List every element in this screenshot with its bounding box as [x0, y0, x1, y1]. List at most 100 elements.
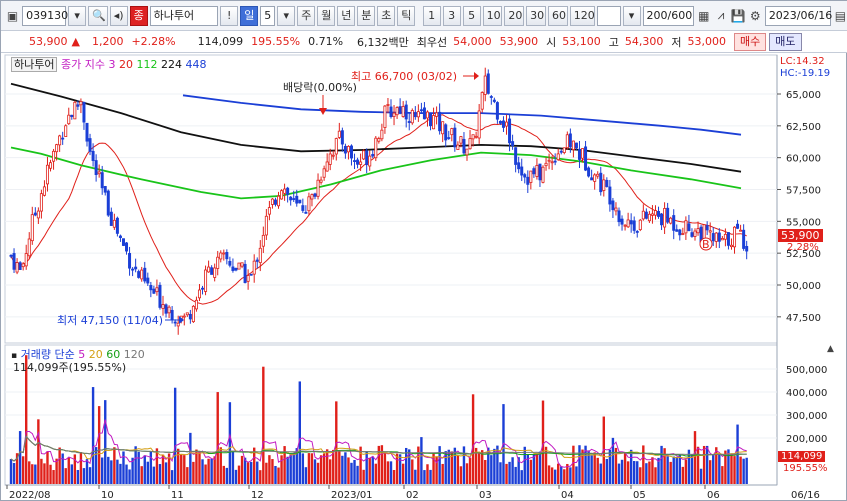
- date-input[interactable]: 2023/06/16: [764, 5, 832, 26]
- period-minute-button[interactable]: 분: [357, 5, 376, 26]
- turnover-rate: 0.71%: [308, 35, 344, 48]
- save-icon[interactable]: 💾: [730, 8, 746, 23]
- volume-bar: [742, 458, 745, 484]
- candle-body: [538, 163, 542, 181]
- candle-body: [374, 137, 378, 159]
- period-week-button[interactable]: 주: [297, 5, 316, 26]
- volume-bar: [256, 461, 259, 484]
- candle-body: [158, 284, 162, 308]
- x-tick-label: 2023/01: [331, 490, 373, 501]
- volume-bar: [633, 461, 636, 484]
- volume-bar: [49, 464, 52, 484]
- volume-collapse-icon[interactable]: ▪: [11, 351, 18, 361]
- sound-icon[interactable]: ◂): [109, 5, 128, 26]
- alert-button[interactable]: !: [220, 5, 239, 26]
- volume-bar: [441, 463, 444, 484]
- candle-body: [39, 193, 43, 212]
- stock-type-tag: 종: [129, 5, 148, 26]
- candle-body: [380, 129, 384, 140]
- period-day-button[interactable]: 일: [240, 5, 259, 26]
- volume-bar: [146, 461, 149, 484]
- buy-button[interactable]: 매수: [734, 32, 767, 51]
- candle-body: [197, 289, 201, 299]
- stock-code-input[interactable]: 039130: [22, 5, 68, 26]
- stock-name-field[interactable]: 하나투어: [149, 5, 219, 26]
- custom-period-input[interactable]: [597, 5, 621, 26]
- code-dropdown-button[interactable]: ▾: [68, 5, 87, 26]
- trade-amount: 6,132백만: [357, 35, 409, 49]
- candle-body: [471, 134, 475, 140]
- candle-body: [36, 210, 40, 219]
- volume-bar: [575, 466, 578, 484]
- ma-112-line: [10, 146, 742, 200]
- volume-bar: [651, 457, 654, 484]
- volume-bar: [231, 451, 235, 484]
- period-year-button[interactable]: 년: [337, 5, 356, 26]
- grid-settings-icon[interactable]: ▦: [698, 8, 710, 23]
- volume-bar: [243, 457, 247, 484]
- window-icon[interactable]: ▣: [6, 8, 19, 23]
- indicator-icon[interactable]: ⩘: [717, 8, 725, 22]
- volume-tick-label: 500,000: [786, 365, 827, 376]
- candle-body: [310, 194, 314, 200]
- period-dropdown-button[interactable]: ▾: [277, 5, 296, 26]
- candle-body: [653, 210, 657, 216]
- volume-bar: [192, 461, 195, 484]
- volume-bar: [234, 469, 238, 484]
- search-icon[interactable]: 🔍: [88, 5, 108, 26]
- quote-bar: 53,900 ▲ 1,200 +2.28% 114,099 195.55% 0.…: [1, 31, 847, 53]
- gear-icon[interactable]: ⚙: [749, 8, 761, 23]
- candle-body: [55, 144, 59, 153]
- volume-bar: [177, 448, 180, 484]
- minute-1-button[interactable]: 1: [422, 5, 441, 26]
- volume-bar: [341, 455, 344, 484]
- period-second-button[interactable]: 초: [377, 5, 396, 26]
- volume-bar: [344, 452, 347, 484]
- period-number-input[interactable]: 5: [260, 5, 276, 26]
- minute-5-button[interactable]: 5: [462, 5, 481, 26]
- candle-body: [745, 245, 749, 252]
- bar-count-input[interactable]: 200/600: [642, 5, 695, 26]
- minute-10-button[interactable]: 10: [482, 5, 503, 26]
- candle-body: [605, 179, 609, 187]
- volume-bar: [213, 456, 216, 484]
- stock-chart[interactable]: 최고 66,700 (03/02) 최저 47,150 (11/04) 배당락(0.…: [1, 53, 847, 501]
- candle-body: [21, 263, 25, 268]
- volume-panel-toggle-icon[interactable]: ▲: [827, 344, 834, 354]
- candle-body: [82, 101, 86, 123]
- candle-body: [681, 233, 685, 235]
- volume-bar: [578, 445, 581, 484]
- candle-body: [456, 144, 460, 150]
- period-month-button[interactable]: 월: [317, 5, 336, 26]
- candle-body: [128, 253, 132, 269]
- candle-body: [617, 210, 621, 223]
- volume-bar: [557, 463, 560, 484]
- minute-20-button[interactable]: 20: [504, 5, 525, 26]
- candle-body: [422, 107, 426, 120]
- volume-tick-label: 300,000: [786, 411, 827, 422]
- volume-bar: [666, 456, 669, 484]
- candle-body: [726, 232, 730, 246]
- candle-body: [9, 254, 13, 257]
- calendar-icon[interactable]: ▤: [834, 8, 847, 23]
- candle-body: [340, 130, 344, 145]
- custom-period-dropdown[interactable]: ▾: [622, 5, 641, 26]
- minute-120-button[interactable]: 120: [569, 5, 596, 26]
- candle-body: [657, 210, 661, 217]
- volume-bar: [34, 464, 37, 484]
- minute-30-button[interactable]: 30: [526, 5, 546, 26]
- volume-bar: [259, 470, 262, 484]
- x-tick-label: 03: [479, 490, 492, 501]
- volume-bar: [113, 447, 116, 484]
- minute-3-button[interactable]: 3: [442, 5, 461, 26]
- volume-bar: [107, 456, 110, 484]
- volume-bar: [110, 460, 113, 484]
- bar-count-total: /600: [667, 8, 693, 22]
- minute-60-button[interactable]: 60: [547, 5, 568, 26]
- candle-body: [213, 267, 217, 278]
- period-tick-button[interactable]: 틱: [397, 5, 416, 26]
- sell-button[interactable]: 매도: [769, 32, 802, 51]
- volume-bar: [587, 450, 590, 484]
- candle-body: [383, 105, 387, 128]
- candle-body: [137, 271, 141, 278]
